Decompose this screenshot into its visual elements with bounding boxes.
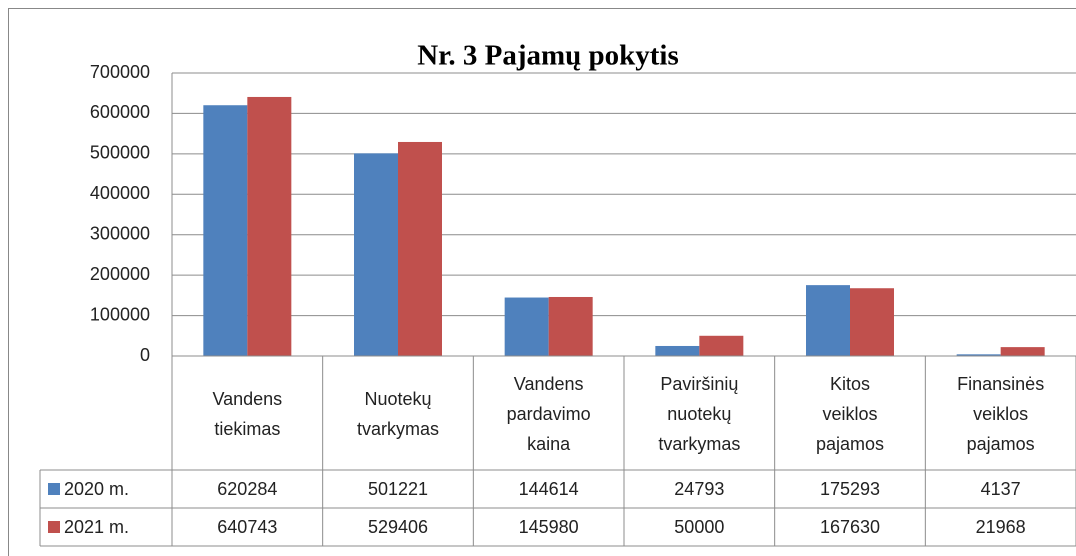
y-tick-label: 500000	[90, 143, 150, 163]
y-tick-label: 600000	[90, 102, 150, 122]
legend-key	[48, 483, 60, 495]
bar	[806, 285, 850, 356]
legend-key	[48, 521, 60, 533]
category-label: Finansinės veiklos pajamos	[957, 374, 1044, 454]
legend-label: 2020 m.	[64, 479, 129, 499]
bar	[247, 96, 292, 356]
bar	[850, 288, 894, 356]
legend-label: 2021 m.	[64, 517, 129, 537]
bar	[956, 354, 1001, 356]
bar	[1000, 347, 1045, 356]
y-tick-label: 300000	[90, 223, 150, 243]
y-tick-label: 0	[140, 345, 150, 365]
table-cell: 175293	[820, 479, 880, 499]
category-label: Nuotekų tvarkymas	[357, 389, 439, 439]
y-tick-label: 100000	[90, 304, 150, 324]
bar	[354, 153, 398, 356]
table-cell: 640743	[217, 517, 277, 537]
table-cell: 501221	[368, 479, 428, 499]
y-tick-label: 400000	[90, 183, 150, 203]
y-tick-label: 700000	[90, 62, 150, 82]
category-label: Paviršinių nuotekų tvarkymas	[658, 374, 740, 454]
table-cell: 529406	[368, 517, 428, 537]
category-label: Vandens tiekimas	[212, 389, 282, 439]
bar	[655, 345, 700, 356]
y-tick-label: 200000	[90, 264, 150, 284]
bar	[699, 335, 744, 356]
table-cell: 4137	[981, 479, 1021, 499]
bar	[548, 296, 593, 356]
table-cell: 145980	[519, 517, 579, 537]
table-cell: 24793	[674, 479, 724, 499]
bar	[398, 141, 442, 356]
bar	[504, 297, 549, 356]
table-cell: 21968	[976, 517, 1026, 537]
table-cell: 620284	[217, 479, 277, 499]
table-cell: 167630	[820, 517, 880, 537]
category-label: Vandens pardavimo kaina	[507, 374, 591, 454]
table-cell: 50000	[674, 517, 724, 537]
category-label: Kitos veiklos pajamos	[816, 374, 884, 454]
chart-title: Nr. 3 Pajamų pokytis	[417, 40, 679, 72]
table-cell: 144614	[519, 479, 579, 499]
chart-frame	[8, 8, 1076, 556]
bar	[203, 105, 248, 356]
